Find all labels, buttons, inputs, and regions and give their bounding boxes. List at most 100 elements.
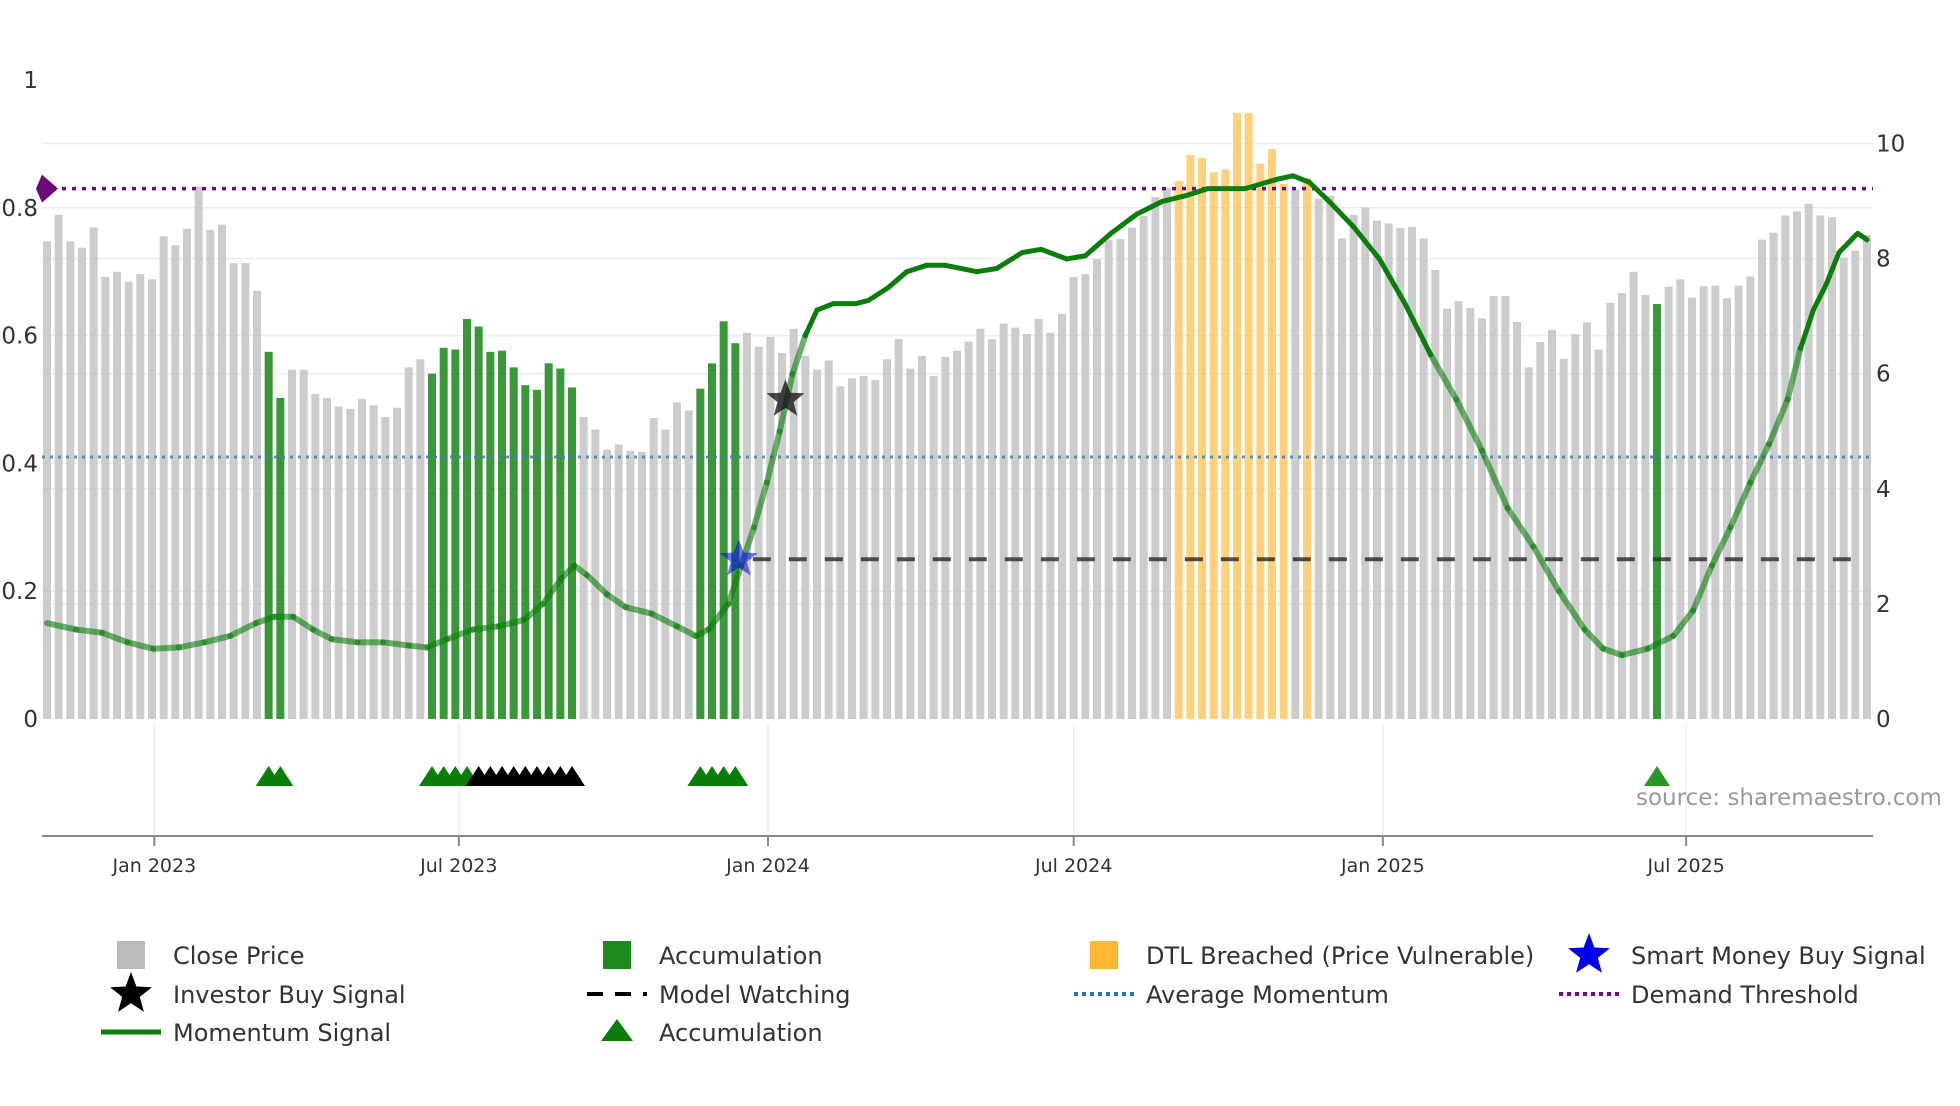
close-price-bar [194,186,203,720]
momentum-segment [1064,253,1088,262]
momentum-segment [1619,645,1651,659]
momentum-segment [150,644,182,652]
close-price-bar [288,369,296,719]
accumulation-bar [439,347,448,719]
momentum-segment [469,623,502,633]
momentum-segment [424,636,451,651]
right-tick-label: 8 [1876,247,1891,273]
momentum-segment [763,428,783,486]
dtl-breached-bar [1209,172,1218,719]
close-price-bar [766,336,775,719]
momentum-segment [604,591,629,611]
close-price-bar [1746,276,1755,719]
accumulation-bar [544,363,553,719]
momentum-segment [44,620,80,633]
close-price-bar [1548,329,1556,719]
momentum-segment [1747,441,1772,486]
close-price-bar [89,227,98,719]
close-price-bar [1373,220,1381,719]
momentum-segment [495,616,528,630]
close-price-bar [229,263,238,719]
close-price-bar [218,224,226,719]
close-price-bar [591,429,600,719]
close-price-bar [964,341,973,719]
right-tick-label: 10 [1876,132,1905,158]
close-price-bar [918,355,926,719]
close-price-bar [801,355,810,719]
legend-item: Investor Buy Signal [110,972,406,1012]
close-price-bar [148,279,156,719]
momentum-segment [252,613,278,627]
close-price-bar [66,241,75,719]
dtl-breached-bar [1221,169,1230,719]
momentum-segment [227,620,259,639]
close-price-bar [661,429,670,719]
close-price-bar [743,332,751,719]
close-price-bar [649,418,658,719]
dtl-breached-bar [1303,178,1311,719]
momentum-segment [310,626,335,643]
legend-item: Demand Threshold [1559,981,1859,1009]
close-price-bar [1128,227,1136,719]
close-price-bar [1338,238,1346,719]
close-price-bar [1058,313,1066,719]
close-price-bar [1163,187,1171,720]
close-price-bar [1828,217,1836,719]
right-tick-label: 2 [1876,592,1891,618]
momentum-segment [1242,176,1281,192]
axes: Jan 2023 Jul 2023 Jan 2024 Jul 2024 Jan 2025… [1,68,1905,877]
close-price-bar [906,368,915,719]
close-price-bar [1629,271,1638,719]
blue-star-icon [1568,933,1610,973]
momentum-segment [1376,256,1408,307]
momentum-segment [328,636,361,646]
accumulation-bar [498,350,506,719]
close-price-bar [1804,203,1813,720]
momentum-segment [725,562,745,607]
momentum-segment [405,642,431,651]
momentum-segment [865,285,891,303]
x-tick-label: Jul 2023 [419,855,497,877]
momentum-segment [1727,479,1754,531]
momentum-segment [802,307,820,339]
orange-square-icon [1090,941,1118,969]
momentum-segment [705,600,732,633]
close-price-bar [1361,207,1370,719]
close-price-bar [684,410,693,719]
close-price-bar [1093,259,1101,719]
momentum-segment [539,575,565,607]
legend-label: Smart Money Buy Signal [1631,942,1926,970]
black-star-icon [110,972,152,1012]
demand-threshold-diamond-icon [36,174,58,203]
close-price-bar [393,407,401,719]
accumulation-bar [463,319,471,719]
x-tick-label: Jul 2024 [1034,855,1112,877]
close-price-bar [1431,270,1440,719]
momentum-segment [1581,626,1607,652]
close-price-bar [824,360,833,719]
close-price-bar [1069,277,1078,719]
right-tick-label: 6 [1876,362,1891,388]
close-price-bar [848,378,856,719]
momentum-segment [1644,632,1677,652]
smart-money-buy-star-icon [719,539,758,576]
accumulation-bar [568,387,576,719]
legend-item: Smart Money Buy Signal [1568,933,1926,973]
close-price-bar [953,350,961,719]
accumulation-bar [719,321,728,719]
momentum-segment [1185,186,1211,198]
x-tick-label: Jan 2025 [1340,855,1425,877]
momentum-segment [98,629,131,646]
close-price-bar [1618,293,1626,719]
momentum-segment [1082,230,1114,259]
close-price-bar [1863,235,1871,719]
close-price-bar [1454,301,1463,719]
close-price-bar [136,274,145,719]
close-price-bar [999,323,1008,719]
accumulation-bar [556,368,565,719]
legend-label: Average Momentum [1146,981,1389,1009]
accumulation-bar [731,343,740,719]
momentum-segment [994,250,1025,272]
close-price-bar [929,376,938,719]
accumulation-bar [1653,304,1661,719]
